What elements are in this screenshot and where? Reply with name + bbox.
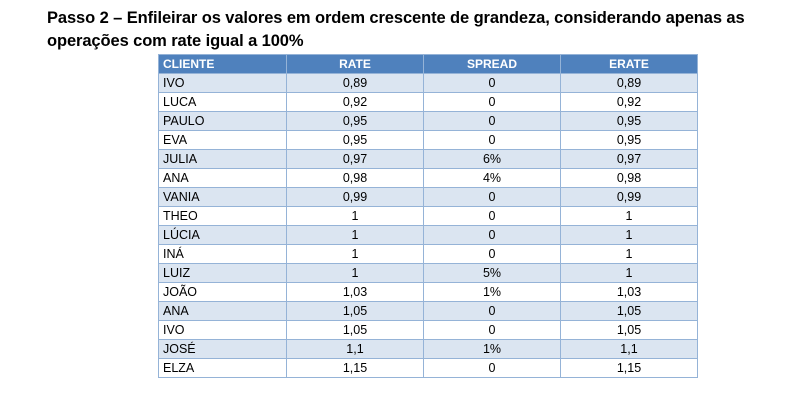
cell-erate: 1	[560, 225, 698, 245]
cell-spread: 0	[423, 130, 561, 150]
cell-spread: 1%	[423, 339, 561, 359]
cell-rate: 1	[286, 206, 424, 226]
cell-spread: 0	[423, 73, 561, 93]
cell-rate: 1,15	[286, 358, 424, 378]
cell-erate: 1	[560, 244, 698, 264]
cell-erate: 0,89	[560, 73, 698, 93]
cell-cliente: ANA	[158, 168, 287, 188]
cell-spread: 0	[423, 320, 561, 340]
cell-cliente: LÚCIA	[158, 225, 287, 245]
column-header-cliente: CLIENTE	[158, 54, 287, 74]
cell-spread: 0	[423, 206, 561, 226]
cell-spread: 0	[423, 301, 561, 321]
table-row: LUCA 0,92 0 0,92	[158, 92, 698, 112]
cell-rate: 0,92	[286, 92, 424, 112]
column-header-spread: SPREAD	[423, 54, 561, 74]
cell-spread: 0	[423, 244, 561, 264]
cell-cliente: EVA	[158, 130, 287, 150]
cell-rate: 1,05	[286, 301, 424, 321]
cell-spread: 0	[423, 111, 561, 131]
column-header-rate: RATE	[286, 54, 424, 74]
table-row: ELZA 1,15 0 1,15	[158, 358, 698, 378]
step-heading: Passo 2 – Enfileirar os valores em ordem…	[47, 9, 745, 50]
cell-cliente: LUCA	[158, 92, 287, 112]
table-row: IVO 1,05 0 1,05	[158, 320, 698, 340]
table-row: VANIA 0,99 0 0,99	[158, 187, 698, 207]
cell-rate: 0,95	[286, 130, 424, 150]
cell-erate: 1,05	[560, 320, 698, 340]
cell-erate: 1,1	[560, 339, 698, 359]
table-row: EVA 0,95 0 0,95	[158, 130, 698, 150]
cell-erate: 1,15	[560, 358, 698, 378]
table-row: JOSÉ 1,1 1% 1,1	[158, 339, 698, 359]
table-row: THEO 1 0 1	[158, 206, 698, 226]
cell-cliente: JOÃO	[158, 282, 287, 302]
cell-spread: 0	[423, 187, 561, 207]
cell-rate: 0,95	[286, 111, 424, 131]
cell-erate: 0,95	[560, 111, 698, 131]
column-header-erate: ERATE	[560, 54, 698, 74]
table-row: LUIZ 1 5% 1	[158, 263, 698, 283]
cell-rate: 0,98	[286, 168, 424, 188]
table-row: ANA 0,98 4% 0,98	[158, 168, 698, 188]
data-table: CLIENTE RATE SPREAD ERATE IVO 0,89 0 0,89 LU…	[158, 54, 698, 378]
table-header-row: CLIENTE RATE SPREAD ERATE	[158, 54, 698, 74]
cell-cliente: THEO	[158, 206, 287, 226]
cell-rate: 1	[286, 263, 424, 283]
cell-cliente: JULIA	[158, 149, 287, 169]
cell-cliente: INÁ	[158, 244, 287, 264]
cell-spread: 0	[423, 225, 561, 245]
cell-cliente: PAULO	[158, 111, 287, 131]
cell-cliente: IVO	[158, 320, 287, 340]
cell-cliente: ANA	[158, 301, 287, 321]
cell-cliente: JOSÉ	[158, 339, 287, 359]
table-row: INÁ 1 0 1	[158, 244, 698, 264]
cell-cliente: IVO	[158, 73, 287, 93]
cell-erate: 0,92	[560, 92, 698, 112]
table-row: JULIA 0,97 6% 0,97	[158, 149, 698, 169]
cell-rate: 1,05	[286, 320, 424, 340]
cell-cliente: VANIA	[158, 187, 287, 207]
cell-erate: 0,95	[560, 130, 698, 150]
cell-rate: 1	[286, 244, 424, 264]
cell-erate: 0,98	[560, 168, 698, 188]
cell-rate: 1,03	[286, 282, 424, 302]
table-body: IVO 0,89 0 0,89 LUCA 0,92 0 0,92 PAULO 0,95 0 0,95 E…	[158, 73, 698, 378]
cell-rate: 0,89	[286, 73, 424, 93]
cell-erate: 1	[560, 263, 698, 283]
cell-erate: 1,05	[560, 301, 698, 321]
cell-spread: 0	[423, 92, 561, 112]
table-row: JOÃO 1,03 1% 1,03	[158, 282, 698, 302]
table-row: PAULO 0,95 0 0,95	[158, 111, 698, 131]
cell-erate: 1	[560, 206, 698, 226]
cell-erate: 0,99	[560, 187, 698, 207]
cell-spread: 0	[423, 358, 561, 378]
cell-rate: 0,97	[286, 149, 424, 169]
cell-rate: 1,1	[286, 339, 424, 359]
cell-erate: 0,97	[560, 149, 698, 169]
cell-erate: 1,03	[560, 282, 698, 302]
cell-spread: 5%	[423, 263, 561, 283]
cell-spread: 4%	[423, 168, 561, 188]
cell-rate: 1	[286, 225, 424, 245]
table-row: ANA 1,05 0 1,05	[158, 301, 698, 321]
table-row: LÚCIA 1 0 1	[158, 225, 698, 245]
cell-spread: 1%	[423, 282, 561, 302]
cell-rate: 0,99	[286, 187, 424, 207]
cell-cliente: LUIZ	[158, 263, 287, 283]
table-row: IVO 0,89 0 0,89	[158, 73, 698, 93]
cell-spread: 6%	[423, 149, 561, 169]
cell-cliente: ELZA	[158, 358, 287, 378]
